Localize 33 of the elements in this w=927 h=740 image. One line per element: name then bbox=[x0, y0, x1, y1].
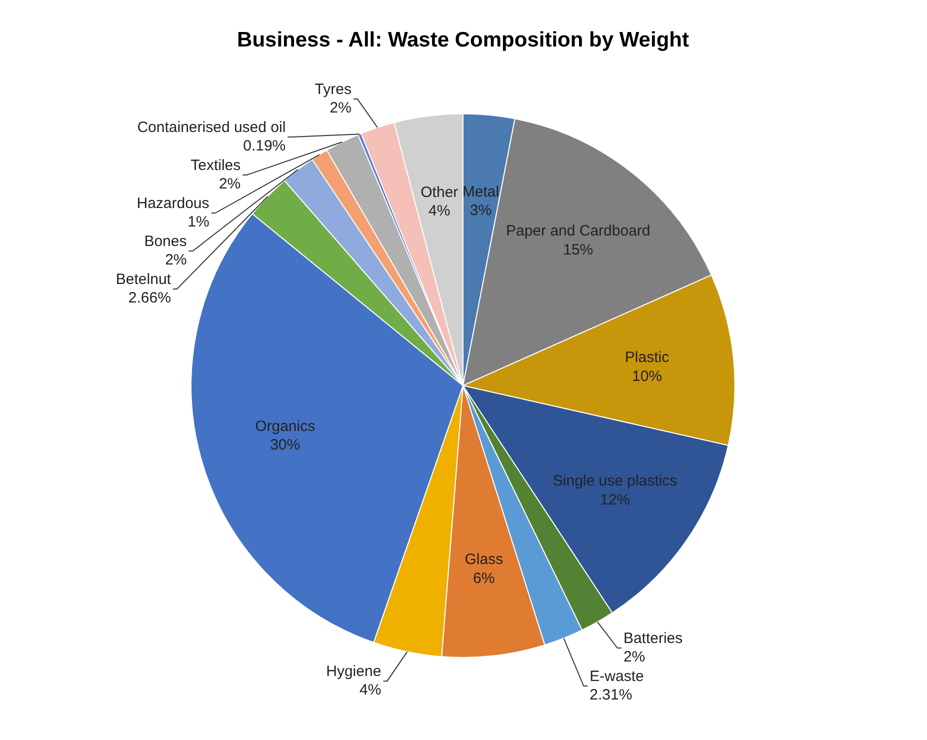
data-label: 2% bbox=[165, 252, 187, 269]
data-label: 6% bbox=[473, 570, 495, 587]
slice-label: Other bbox=[420, 184, 458, 202]
data-label: 4% bbox=[359, 682, 382, 699]
data-label: 15% bbox=[563, 241, 594, 258]
data-label: 2.31% bbox=[590, 686, 632, 704]
chart-title: Business - All: Waste Composition by Weight bbox=[237, 28, 689, 52]
slice-label: Paper and Cardboard bbox=[506, 222, 650, 240]
slice-label: Betelnut bbox=[116, 270, 172, 288]
data-label: 4% bbox=[428, 202, 450, 220]
data-label: 30% bbox=[270, 436, 300, 454]
data-label: 2.66% bbox=[128, 290, 171, 307]
data-label: 2% bbox=[623, 648, 646, 666]
slice-label: Plastic bbox=[624, 349, 670, 366]
slice-label: Batteries bbox=[623, 630, 683, 647]
slice-label: Organics bbox=[255, 418, 316, 435]
data-label: 12% bbox=[600, 491, 630, 508]
data-label: 2% bbox=[330, 100, 352, 117]
slice-label: Textiles bbox=[190, 156, 241, 174]
data-label: 0.19% bbox=[243, 138, 286, 155]
slice-label: Glass bbox=[464, 551, 504, 568]
data-label: 10% bbox=[632, 368, 662, 385]
slice-label: Containerised used oil bbox=[137, 118, 286, 136]
slice-label: Metal bbox=[462, 183, 500, 200]
slice-label: Hazardous bbox=[136, 194, 210, 212]
slice-label: Hygiene bbox=[326, 662, 382, 680]
slice-label: E-waste bbox=[590, 668, 644, 685]
slice-label: Bones bbox=[144, 232, 187, 250]
slice-label: Single use plastics bbox=[552, 472, 678, 490]
data-label: 2% bbox=[218, 176, 241, 193]
slice-label: Tyres bbox=[314, 80, 352, 98]
data-label: 1% bbox=[188, 214, 210, 231]
data-label: 3% bbox=[470, 202, 492, 220]
